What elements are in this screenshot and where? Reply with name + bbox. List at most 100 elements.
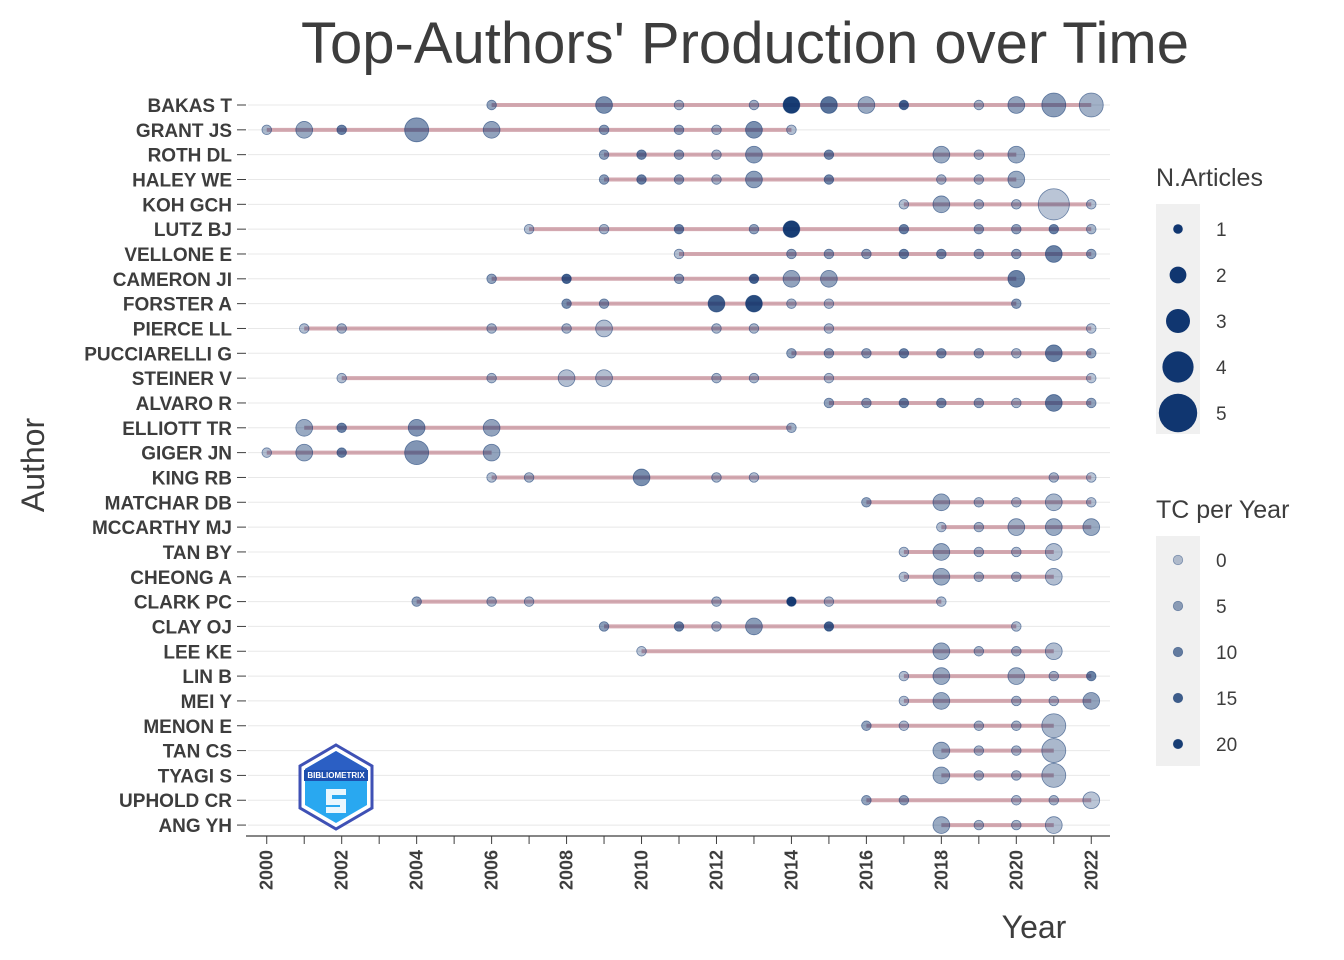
size-legend: N.Articles 1 2 3 4 5 <box>1156 164 1263 434</box>
data-point <box>561 273 572 285</box>
y-axis-title: Author <box>15 418 51 513</box>
data-point <box>973 223 985 235</box>
data-point <box>1011 621 1022 632</box>
data-point <box>711 149 722 160</box>
data-point <box>973 99 985 111</box>
author-label: TAN CS <box>163 742 232 763</box>
data-point <box>936 596 947 607</box>
data-point <box>486 99 497 111</box>
data-point <box>973 770 985 781</box>
data-point <box>673 124 685 136</box>
x-tick-label: 2004 <box>407 850 427 890</box>
data-point <box>1007 518 1026 536</box>
x-tick-label: 2016 <box>856 850 876 890</box>
data-point <box>932 667 951 685</box>
data-point <box>598 149 610 160</box>
author-label: ELLIOTT TR <box>122 419 232 440</box>
data-point <box>936 248 947 260</box>
author-label: ANG YH <box>158 816 232 837</box>
size-legend-title: N.Articles <box>1156 164 1263 192</box>
data-point <box>898 695 910 707</box>
data-point <box>1007 170 1026 189</box>
x-tick-label: 2010 <box>632 850 652 890</box>
color-legend-title: TC per Year <box>1156 496 1289 524</box>
data-point <box>711 596 722 607</box>
data-point <box>861 497 872 508</box>
author-label: VELLONE E <box>124 245 232 266</box>
data-point <box>1037 188 1070 221</box>
data-point <box>936 521 947 533</box>
color-legend-key <box>1172 692 1184 704</box>
data-point <box>786 248 797 260</box>
data-point <box>932 145 951 164</box>
data-point <box>823 248 835 260</box>
data-point <box>861 248 872 260</box>
data-point <box>407 418 426 437</box>
color-legend-key <box>1172 600 1184 612</box>
data-point <box>295 121 314 139</box>
data-point <box>1086 348 1097 359</box>
data-point <box>748 273 760 285</box>
author-label: UPHOLD CR <box>119 791 232 812</box>
data-point <box>261 124 272 136</box>
data-point <box>861 795 872 806</box>
data-point <box>711 372 722 384</box>
data-point <box>932 766 951 785</box>
data-point <box>936 174 947 185</box>
author-time-segments <box>266 103 1092 828</box>
data-point <box>973 571 985 582</box>
data-point <box>1011 795 1022 806</box>
data-point <box>786 596 797 607</box>
data-point <box>482 418 501 437</box>
x-tick-label: 2020 <box>1006 850 1026 890</box>
data-point <box>898 546 910 558</box>
data-point <box>932 543 951 561</box>
data-point <box>932 567 951 586</box>
data-point <box>523 223 535 235</box>
data-point <box>1011 199 1022 210</box>
data-point <box>745 121 763 139</box>
data-point <box>932 692 951 710</box>
data-point <box>782 96 801 114</box>
data-point <box>745 170 763 189</box>
bibliometrix-logo-icon: BIBLIOMETRIX <box>298 743 374 831</box>
data-point <box>748 323 760 334</box>
data-point <box>1048 670 1059 682</box>
data-point <box>336 447 347 458</box>
data-point <box>1011 348 1022 359</box>
data-point <box>898 397 910 409</box>
author-label: MENON E <box>143 717 232 738</box>
data-point <box>482 121 501 139</box>
data-point <box>898 571 910 582</box>
data-point <box>898 670 910 682</box>
data-point <box>1041 713 1067 739</box>
data-point <box>823 372 835 384</box>
data-point <box>711 124 722 136</box>
data-point <box>1044 394 1063 412</box>
data-point <box>1086 323 1097 334</box>
data-point <box>1041 92 1067 118</box>
data-point <box>336 422 347 433</box>
data-point <box>486 472 497 483</box>
author-label: FORSTER A <box>123 295 232 316</box>
data-point <box>823 621 835 632</box>
data-point <box>898 248 910 260</box>
data-point <box>673 248 685 260</box>
data-point <box>973 497 985 508</box>
data-point <box>336 124 347 136</box>
data-point <box>636 149 647 160</box>
size-legend-label: 4 <box>1216 358 1227 379</box>
x-tick-label: 2006 <box>482 850 502 890</box>
data-point <box>823 397 835 409</box>
data-point <box>523 596 535 607</box>
data-point <box>898 223 910 235</box>
data-point <box>748 99 760 111</box>
data-point <box>1011 248 1022 260</box>
author-label: ROTH DL <box>148 146 233 167</box>
data-point <box>1044 567 1063 586</box>
data-point <box>820 96 838 114</box>
data-point <box>936 348 947 359</box>
author-label: PUCCIARELLI G <box>84 344 232 365</box>
data-point <box>932 741 951 760</box>
